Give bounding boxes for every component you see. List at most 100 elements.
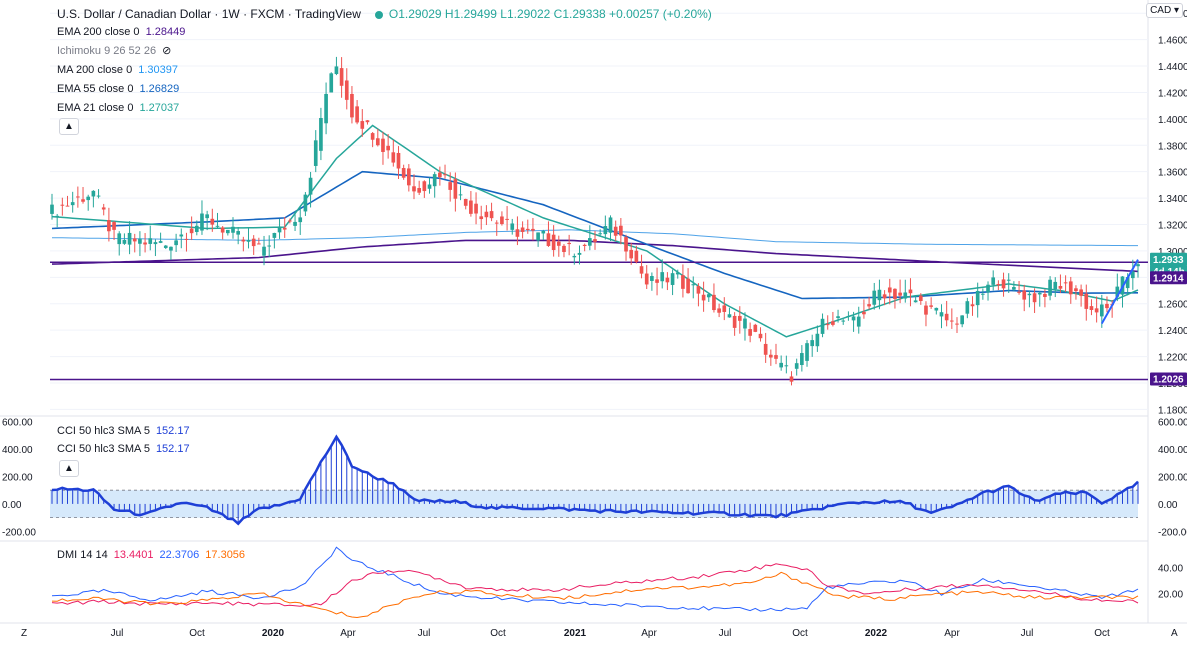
candle [50, 204, 54, 214]
candle [644, 273, 649, 285]
candle [179, 234, 184, 237]
candle [288, 220, 292, 222]
candle [1017, 291, 1021, 293]
candle [655, 279, 659, 283]
candle [831, 321, 835, 325]
cci-tick-label-left: 600.00 [2, 417, 33, 428]
candle [200, 213, 204, 231]
cci-tick-label: 600.00 [1158, 417, 1187, 428]
collapse-legend-button[interactable]: ▲ [59, 118, 79, 135]
price-tick-label: 1.2600 [1158, 300, 1187, 311]
indicator-value: 1.30397 [138, 64, 178, 76]
candle [913, 300, 918, 303]
price-tick-label: 1.3000 [1158, 247, 1187, 258]
candle [86, 196, 91, 201]
price-badge-label: 1.2026 [1153, 375, 1184, 386]
candle [70, 202, 75, 206]
candle [836, 316, 840, 318]
candle [334, 66, 339, 75]
candle [432, 174, 437, 187]
dmi-legend[interactable]: DMI 14 14 13.4401 22.3706 17.3056 [57, 548, 251, 562]
candle [1130, 271, 1135, 279]
indicator-ema55[interactable]: EMA 55 close 0 1.26829 [57, 82, 185, 96]
collapse-cci-button[interactable]: ▲ [59, 460, 79, 477]
candle [898, 292, 902, 296]
candle [531, 228, 535, 231]
candle [681, 275, 685, 289]
indicator-ema200[interactable]: EMA 200 close 0 1.28449 [57, 25, 191, 39]
candle [536, 232, 540, 241]
candle [794, 363, 799, 369]
price-tick-label: 1.4200 [1158, 88, 1187, 99]
currency-selector[interactable]: CAD ▾ [1146, 3, 1183, 18]
candle [360, 121, 365, 129]
price-badge [1150, 372, 1187, 386]
indicator-label: MA 200 close 0 [57, 64, 133, 76]
candle [60, 204, 65, 206]
candle [1037, 292, 1042, 295]
indicator-ma200[interactable]: MA 200 close 0 1.30397 [57, 63, 184, 77]
candle [138, 238, 142, 244]
price-badge [1150, 252, 1187, 266]
candle [494, 222, 499, 224]
cci-label: CCI 50 hlc3 SMA 5 [57, 425, 150, 437]
candle [665, 277, 670, 283]
candle [293, 221, 297, 226]
cci-legend-2[interactable]: CCI 50 hlc3 SMA 5 152.17 [57, 442, 196, 456]
candle [365, 120, 370, 123]
candle [784, 365, 789, 367]
symbol-title[interactable]: U.S. Dollar / Canadian Dollar · 1W · FXC… [57, 7, 361, 21]
candle [225, 229, 230, 234]
candle [489, 211, 494, 219]
candle [717, 308, 721, 313]
candle [639, 266, 644, 274]
candle [282, 227, 287, 230]
candle [556, 241, 561, 246]
cci-value: 152.17 [155, 425, 190, 437]
candle [81, 199, 85, 202]
symbol-legend[interactable]: U.S. Dollar / Canadian Dollar · 1W · FXC… [57, 7, 718, 21]
candle [650, 276, 654, 281]
candle [1032, 293, 1037, 303]
candle [453, 179, 458, 199]
indicator-label: EMA 55 close 0 [57, 83, 134, 95]
indicator-ema21[interactable]: EMA 21 close 0 1.27037 [57, 101, 185, 115]
candle [324, 93, 328, 124]
candle [427, 184, 432, 189]
candle [1048, 279, 1052, 296]
indicator-ichimoku[interactable]: Ichimoku 9 26 52 26 ⊘ [57, 44, 177, 58]
candle [670, 273, 675, 285]
candle [443, 174, 447, 176]
timezone-button[interactable]: Z [21, 628, 28, 639]
candle [515, 229, 520, 237]
candle [117, 233, 122, 245]
time-tick-label: Jul [719, 628, 732, 639]
candle [696, 286, 701, 294]
candle [148, 238, 153, 244]
candle [132, 238, 137, 242]
candle [779, 362, 784, 368]
candle [743, 318, 747, 329]
candle [231, 226, 235, 233]
auto-scale-button[interactable]: A [1171, 628, 1178, 639]
candle [127, 232, 132, 245]
candle [567, 242, 571, 245]
candle [184, 238, 189, 240]
cci-tick-label: 400.00 [1158, 445, 1187, 456]
cci-legend-1[interactable]: CCI 50 hlc3 SMA 5 152.17 [57, 424, 196, 438]
candle [1084, 293, 1089, 309]
candle [298, 217, 303, 223]
time-tick-label: Apr [641, 628, 657, 639]
indicator-value: 1.26829 [139, 83, 180, 95]
hidden-eye-icon[interactable]: ⊘ [162, 45, 172, 57]
candle [675, 272, 680, 275]
candle [851, 316, 856, 321]
candle [877, 289, 882, 301]
candle [825, 324, 830, 326]
price-badge-label: 1.2914 [1153, 273, 1184, 284]
candle [1136, 264, 1140, 267]
candle [189, 228, 194, 234]
candle [1068, 281, 1073, 295]
candle [246, 240, 251, 242]
